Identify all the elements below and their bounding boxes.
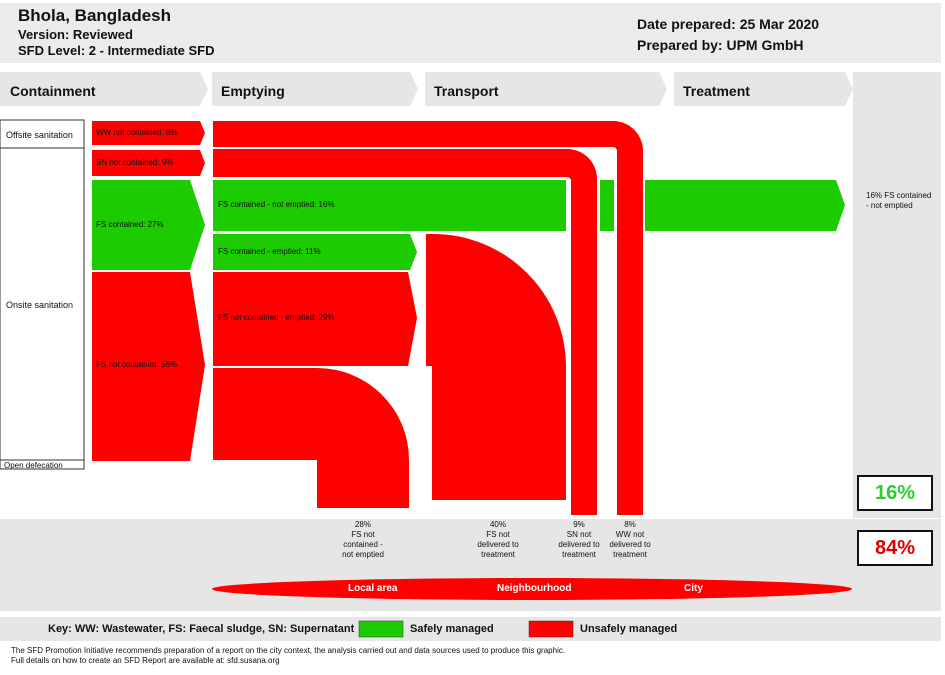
outcome-pct: 9% <box>573 520 585 529</box>
stage-transport-arrow <box>425 72 667 106</box>
outcome-pct: 28% <box>354 520 371 529</box>
safe-result-label: 16% FS contained - not emptied <box>866 191 932 210</box>
key-unsafe-label: Unsafely managed <box>580 623 678 635</box>
key-safe-label: Safely managed <box>410 623 494 635</box>
stage-transport-label: Transport <box>434 83 499 99</box>
version-label: Version: Reviewed <box>18 27 133 42</box>
fs-not-contained-flow <box>92 272 205 461</box>
ww-not-contained-flow <box>92 121 205 145</box>
area-local-label: Local area <box>348 583 398 594</box>
fs-transport-elbow <box>426 234 566 500</box>
outcome-pct: 8% <box>624 520 636 529</box>
outcome-text: FS not contained - not emptied <box>342 530 384 559</box>
fs-contained-emptied-label: FS contained - emptied: 11% <box>218 247 321 256</box>
fs-contained-not-emptied-flow-c <box>645 180 845 231</box>
sfd-level-label: SFD Level: 2 - Intermediate SFD <box>18 43 215 58</box>
sn-not-contained-label: SN not contained: 9% <box>96 158 174 167</box>
fs-not-emptied-elbow <box>213 368 409 508</box>
date-prepared: Date prepared: 25 Mar 2020 <box>637 16 820 32</box>
open-defecation-box <box>0 459 85 470</box>
outcome-fs-not-delivered: 40% FS not delivered to treatment <box>468 520 528 560</box>
fs-contained-not-emptied-flow-a <box>213 180 566 231</box>
sn-not-contained-flow <box>92 150 205 176</box>
outcome-ww-not-delivered: 8% WW not delivered to treatment <box>607 520 653 560</box>
area-city-label: City <box>684 583 703 594</box>
header-panel <box>0 3 941 63</box>
footnote-line-1: The SFD Promotion Initiative recommends … <box>11 646 566 655</box>
safe-swatch <box>358 620 404 638</box>
outcome-text: FS not delivered to treatment <box>477 530 519 559</box>
fs-not-contained-emptied-label: FS not contained - emptied: 29% <box>218 313 335 322</box>
open-defecation-label: Open defecation <box>4 461 63 470</box>
ww-not-contained-label: WW not contained: 8% <box>96 128 178 137</box>
onsite-label: Onsite sanitation <box>6 300 74 310</box>
area-bar <box>212 578 852 600</box>
unsafe-swatch <box>528 620 574 638</box>
fs-not-contained-label: FS not contained: 56% <box>96 360 177 369</box>
location-title: Bhola, Bangladesh <box>18 6 172 25</box>
fs-contained-not-emptied-label: FS contained - not emptied: 16% <box>218 200 335 209</box>
prepared-by: Prepared by: UPM GmbH <box>637 37 804 53</box>
fs-contained-flow <box>92 180 205 270</box>
fs-contained-label: FS contained: 27% <box>96 220 164 229</box>
stage-treatment-arrow <box>674 72 853 106</box>
fs-contained-emptied-flow <box>213 234 417 270</box>
fs-contained-not-emptied-flow-b <box>600 180 614 231</box>
stage-emptying-label: Emptying <box>221 83 285 99</box>
outcome-sn-not-delivered: 9% SN not delivered to treatment <box>556 520 602 560</box>
stage-containment-label: Containment <box>10 83 96 99</box>
unsafe-total: 84% <box>874 537 916 559</box>
offsite-label: Offsite sanitation <box>6 130 73 140</box>
safe-total-box <box>857 475 933 511</box>
stage-emptying-arrow <box>212 72 418 106</box>
stage-treatment-label: Treatment <box>683 83 750 99</box>
outcome-fs-not-contained-not-emptied: 28% FS not contained - not emptied <box>333 520 393 560</box>
offsite-box <box>0 119 85 149</box>
area-neighbourhood-label: Neighbourhood <box>497 583 572 594</box>
onsite-box <box>0 147 85 461</box>
stage-containment-arrow <box>0 72 208 106</box>
right-panel <box>853 72 941 518</box>
key-panel <box>0 617 941 641</box>
outcome-text: WW not delivered to treatment <box>609 530 651 559</box>
safe-total: 16% <box>874 482 916 504</box>
outcome-text: SN not delivered to treatment <box>558 530 600 559</box>
key-title: Key: WW: Wastewater, FS: Faecal sludge, … <box>48 623 355 635</box>
fs-not-contained-emptied-flow <box>213 272 417 366</box>
outcome-pct: 40% <box>489 520 506 529</box>
footnote-line-2: Full details on how to create an SFD Rep… <box>11 656 280 665</box>
unsafe-total-box <box>857 530 933 566</box>
